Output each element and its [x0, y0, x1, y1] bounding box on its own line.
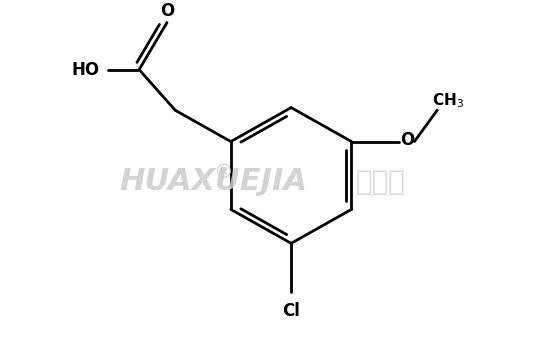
Text: HO: HO: [72, 61, 100, 79]
Text: HUAXUEJIA: HUAXUEJIA: [119, 167, 307, 197]
Text: O: O: [160, 2, 174, 20]
Text: Cl: Cl: [282, 302, 300, 320]
Text: CH$_3$: CH$_3$: [432, 91, 464, 110]
Text: O: O: [400, 131, 414, 150]
Text: ®: ®: [213, 163, 233, 182]
Text: 化学加: 化学加: [356, 168, 405, 196]
